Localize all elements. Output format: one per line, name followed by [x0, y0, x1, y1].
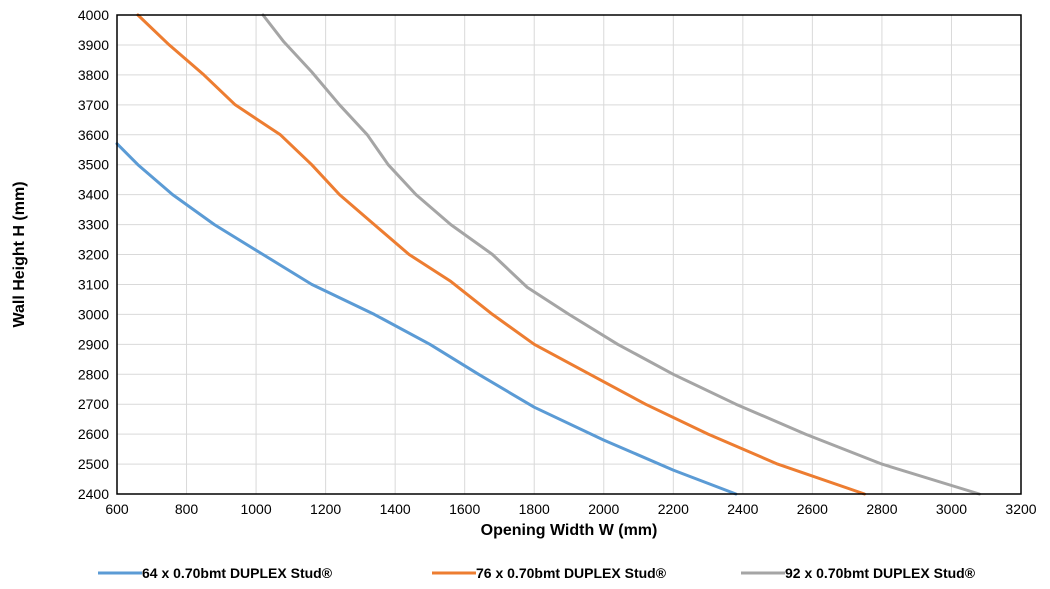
x-axis-ticks: 600 800 1000 1200 1400 1600 1800 2000 2200 2400 26… [105, 501, 1036, 517]
x-tick-label: 2200 [658, 501, 689, 517]
series-line-1 [115, 142, 738, 496]
x-tick-label: 2000 [588, 501, 619, 517]
x-tick-label: 2800 [866, 501, 897, 517]
legend: 64 x 0.70bmt DUPLEX Stud® 76 x 0.70bmt DU… [98, 565, 976, 581]
y-tick-label: 2700 [78, 396, 109, 412]
legend-label-3: 92 x 0.70bmt DUPLEX Stud® [785, 565, 976, 581]
y-tick-label: 3800 [78, 67, 109, 83]
y-tick-label: 3300 [78, 217, 109, 233]
series-line-2 [136, 13, 866, 496]
x-tick-label: 1800 [519, 501, 550, 517]
y-tick-label: 3200 [78, 247, 109, 263]
y-tick-label: 3500 [78, 157, 109, 173]
x-tick-label: 2400 [727, 501, 758, 517]
y-tick-label: 3900 [78, 37, 109, 53]
y-tick-label: 2800 [78, 366, 109, 382]
x-tick-label: 1600 [449, 501, 480, 517]
x-tick-label: 2600 [797, 501, 828, 517]
x-tick-label: 800 [175, 501, 199, 517]
x-tick-label: 1200 [310, 501, 341, 517]
y-tick-label: 3000 [78, 306, 109, 322]
x-tick-label: 3200 [1005, 501, 1036, 517]
y-tick-label: 4000 [78, 7, 109, 23]
series-line-3 [261, 13, 981, 496]
y-tick-label: 3400 [78, 187, 109, 203]
plot-frame [116, 14, 1022, 495]
y-axis-title: Wall Height H (mm) [11, 181, 28, 327]
y-tick-label: 2600 [78, 426, 109, 442]
x-tick-label: 600 [105, 501, 129, 517]
x-tick-label: 1000 [240, 501, 271, 517]
y-axis-ticks: 2400 2500 2600 2700 2800 2900 3000 3100 3200 3300… [78, 7, 109, 502]
legend-label-1: 64 x 0.70bmt DUPLEX Stud® [142, 565, 333, 581]
series-lines [115, 13, 981, 496]
legend-label-2: 76 x 0.70bmt DUPLEX Stud® [476, 565, 667, 581]
y-tick-label: 3700 [78, 97, 109, 113]
x-tick-label: 3000 [936, 501, 967, 517]
y-tick-label: 3100 [78, 276, 109, 292]
x-tick-label: 1400 [380, 501, 411, 517]
y-tick-label: 2500 [78, 456, 109, 472]
y-tick-label: 2900 [78, 336, 109, 352]
y-tick-label: 2400 [78, 486, 109, 502]
x-axis-title: Opening Width W (mm) [481, 522, 658, 539]
y-tick-label: 3600 [78, 127, 109, 143]
